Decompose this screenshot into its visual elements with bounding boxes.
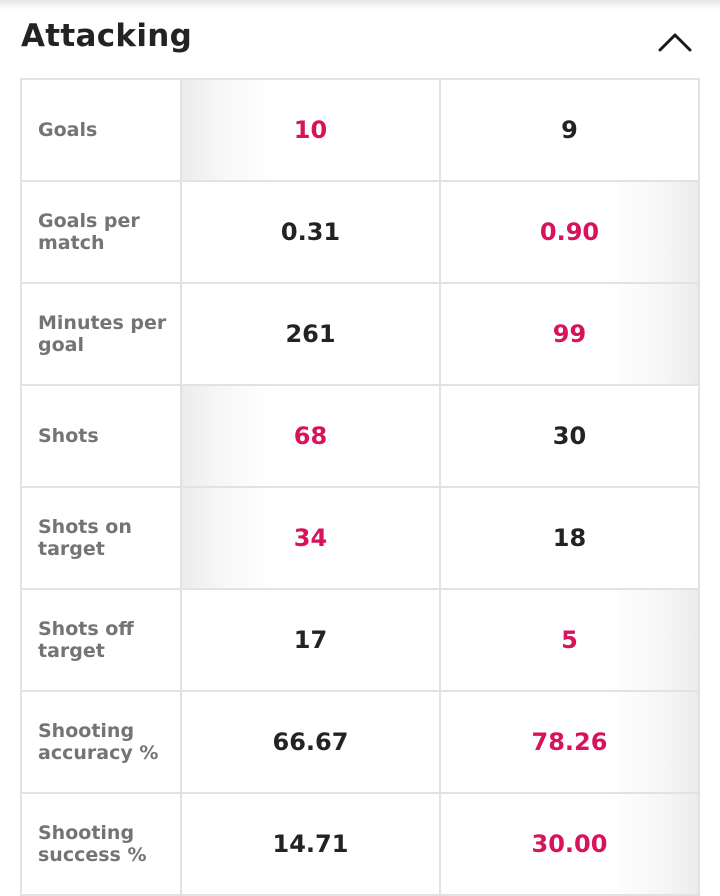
right-value: 9 xyxy=(561,116,578,144)
stat-label: Shooting success % xyxy=(38,822,147,866)
stat-row: Shots 68 30 xyxy=(22,386,700,488)
left-value-cell: 261 xyxy=(182,284,441,384)
stat-label-cell: Shooting accuracy % xyxy=(22,692,182,792)
section-title: Attacking xyxy=(21,18,193,54)
stat-row: Shooting accuracy % 66.67 78.26 xyxy=(22,692,700,794)
stat-row: Shots off target 17 5 xyxy=(22,590,700,692)
left-value: 14.71 xyxy=(272,830,349,858)
left-value-cell: 34 xyxy=(182,488,441,588)
stat-label: Goals per match xyxy=(38,210,140,254)
right-value: 5 xyxy=(561,626,578,654)
right-value-cell: 0.90 xyxy=(441,182,700,282)
stat-row: Minutes per goal 261 99 xyxy=(22,284,700,386)
stat-label-cell: Shots off target xyxy=(22,590,182,690)
right-value: 78.26 xyxy=(531,728,608,756)
stat-row: Goals per match 0.31 0.90 xyxy=(22,182,700,284)
right-value: 30 xyxy=(552,422,587,450)
right-value: 0.90 xyxy=(539,218,600,246)
stat-row: Shooting success % 14.71 30.00 xyxy=(22,794,700,896)
left-value-cell: 10 xyxy=(182,80,441,180)
collapse-button[interactable] xyxy=(652,24,698,60)
right-value-cell: 78.26 xyxy=(441,692,700,792)
left-value: 0.31 xyxy=(280,218,341,246)
stat-label-cell: Minutes per goal xyxy=(22,284,182,384)
left-value-cell: 68 xyxy=(182,386,441,486)
attacking-section-header[interactable]: Attacking xyxy=(0,0,720,78)
stat-label: Minutes per goal xyxy=(38,312,167,356)
stat-label-cell: Goals xyxy=(22,80,182,180)
left-value-cell: 14.71 xyxy=(182,794,441,894)
stat-row: Goals 10 9 xyxy=(22,80,700,182)
right-value-cell: 30 xyxy=(441,386,700,486)
stat-label-cell: Shots xyxy=(22,386,182,486)
stat-label: Shots xyxy=(38,425,99,447)
right-value-cell: 5 xyxy=(441,590,700,690)
right-value-cell: 9 xyxy=(441,80,700,180)
header-shadow xyxy=(0,0,720,10)
left-value-cell: 66.67 xyxy=(182,692,441,792)
left-value: 34 xyxy=(293,524,328,552)
right-value-cell: 18 xyxy=(441,488,700,588)
right-value-cell: 30.00 xyxy=(441,794,700,894)
left-value: 261 xyxy=(285,320,336,348)
stat-label: Shooting accuracy % xyxy=(38,720,159,764)
right-value: 99 xyxy=(552,320,587,348)
left-value: 68 xyxy=(293,422,328,450)
right-value: 30.00 xyxy=(531,830,608,858)
left-value: 66.67 xyxy=(272,728,349,756)
stat-label-cell: Goals per match xyxy=(22,182,182,282)
left-value-cell: 17 xyxy=(182,590,441,690)
left-value: 17 xyxy=(293,626,328,654)
stat-label-cell: Shots on target xyxy=(22,488,182,588)
stat-label: Shots on target xyxy=(38,516,132,560)
stat-label-cell: Shooting success % xyxy=(22,794,182,894)
stat-label: Shots off target xyxy=(38,618,134,662)
chevron-up-icon xyxy=(658,33,692,52)
left-value-cell: 0.31 xyxy=(182,182,441,282)
stat-label: Goals xyxy=(38,119,98,141)
left-value: 10 xyxy=(293,116,328,144)
right-value-cell: 99 xyxy=(441,284,700,384)
right-value: 18 xyxy=(552,524,587,552)
stat-row: Shots on target 34 18 xyxy=(22,488,700,590)
stats-table: Goals 10 9 Goals per match 0.31 0.90 Min… xyxy=(20,78,700,896)
